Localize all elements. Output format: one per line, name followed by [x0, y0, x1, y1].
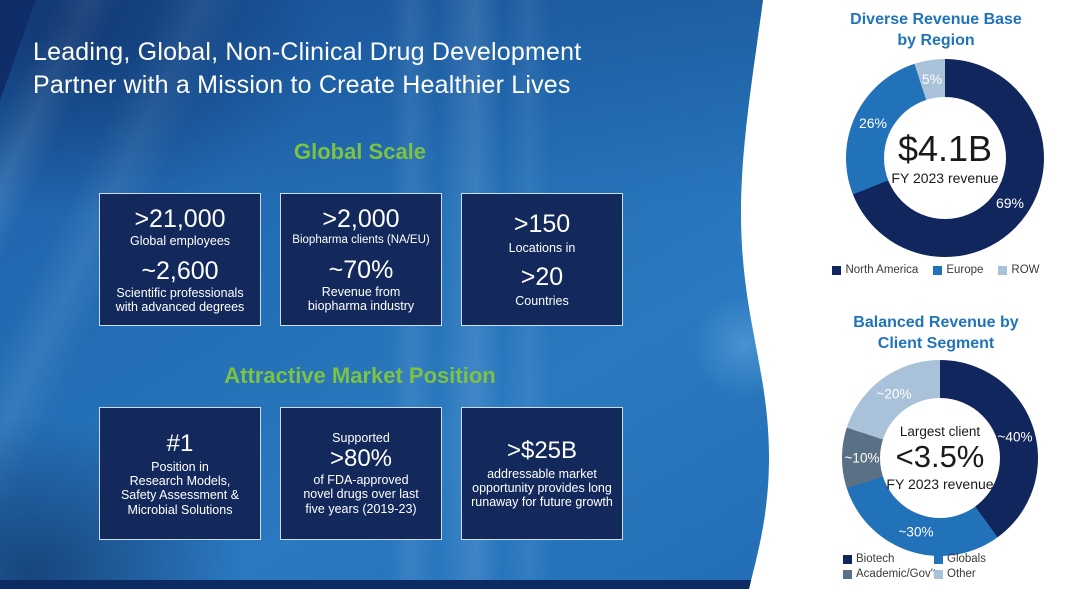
legend-swatch-north-america	[832, 265, 842, 275]
legend-client-segment: Biotech Globals Academic/Gov't Other	[843, 553, 986, 580]
legend-label: Globals	[947, 553, 986, 565]
legend-swatch-europe	[933, 265, 943, 275]
legend-item: Biotech	[843, 553, 934, 565]
stat-label: Microbial Solutions	[127, 502, 233, 517]
stat-box-addressable-market: >$25B addressable market opportunity pro…	[461, 407, 623, 540]
stat-label: Position in	[151, 459, 209, 474]
stat-box-biopharma-clients: >2,000 Biopharma clients (NA/EU) ~70% Re…	[280, 193, 442, 326]
section-heading-global-scale: Global Scale	[293, 139, 427, 164]
slice-label-north-america: 69%	[995, 195, 1025, 211]
section-heading-market-position: Attractive Market Position	[224, 363, 496, 388]
chart-title-line: Balanced Revenue by	[853, 314, 1019, 331]
stat-box-number-one-position: #1 Position in Research Models, Safety A…	[99, 407, 261, 540]
legend-label: ROW	[1011, 264, 1040, 276]
stat-label: of FDA-approved	[313, 473, 409, 488]
center-label: FY 2023 revenue	[891, 169, 999, 186]
legend-item: Globals	[934, 553, 986, 565]
stat-value: ~70%	[328, 256, 394, 285]
stat-value: >150	[513, 209, 571, 238]
slice-label-europe: 26%	[858, 115, 888, 131]
legend-swatch-globals	[934, 554, 943, 564]
chart-title-client-segment: Balanced Revenue by Client Segment	[800, 312, 1072, 354]
donut-center: Largest client <3.5% FY 2023 revenue	[880, 398, 1000, 518]
chart-title-line: Diverse Revenue Base	[850, 11, 1022, 28]
slide-title: Leading, Global, Non-Clinical Drug Devel…	[33, 36, 581, 102]
stat-label: Scientific professionals	[116, 285, 244, 300]
center-top-label: Largest client	[899, 423, 981, 439]
slice-label-globals: ~30%	[898, 524, 934, 540]
legend-item: ROW	[998, 264, 1040, 276]
legend-item: Europe	[933, 264, 983, 276]
chart-title-line: Client Segment	[877, 335, 995, 352]
stat-label: runaway for future growth	[471, 495, 613, 510]
stat-label: Global employees	[129, 233, 231, 248]
stat-label: opportunity provides long	[472, 481, 612, 496]
legend-swatch-row	[998, 265, 1008, 275]
slice-label-row: 5%	[921, 71, 943, 87]
chart-title-line: by Region	[897, 32, 975, 49]
stat-value: >80%	[329, 445, 393, 473]
slice-label-other: ~20%	[876, 386, 912, 402]
stat-label: Revenue from	[321, 285, 401, 300]
center-value: <3.5%	[895, 438, 985, 474]
bottom-accent-bar	[0, 580, 1080, 589]
center-value: $4.1B	[897, 128, 993, 170]
market-position-boxes: #1 Position in Research Models, Safety A…	[99, 407, 623, 540]
global-scale-boxes: >21,000 Global employees ~2,600 Scientif…	[99, 193, 623, 326]
stat-label: with advanced degrees	[115, 299, 245, 314]
stat-value: ~2,600	[141, 256, 219, 285]
stat-label: biopharma industry	[307, 299, 415, 314]
stat-label: Research Models,	[129, 474, 231, 489]
donut-chart-region: 5% 26% 69% $4.1B FY 2023 revenue	[846, 59, 1044, 257]
stat-value: #1	[166, 430, 194, 458]
donut-chart-client-segment: ~20% ~40% ~10% ~30% Largest client <3.5%…	[842, 360, 1038, 556]
chart-title-region: Diverse Revenue Base by Region	[800, 9, 1072, 51]
legend-item: Academic/Gov't	[843, 568, 937, 580]
donut-center: $4.1B FY 2023 revenue	[884, 97, 1006, 219]
legend-label: North America	[845, 264, 919, 276]
slice-label-biotech: ~40%	[997, 429, 1033, 445]
slide-title-line2: Partner with a Mission to Create Healthi…	[33, 71, 571, 99]
slice-label-academic: ~10%	[844, 450, 880, 466]
legend-item: North America	[832, 264, 918, 276]
legend-swatch-other	[934, 569, 943, 579]
stat-intro: Supported	[332, 431, 390, 446]
stat-label: five years (2019-23)	[305, 501, 417, 516]
stat-value: >$25B	[506, 437, 578, 465]
stat-label: Locations in	[508, 241, 576, 256]
stat-value: >20	[520, 262, 564, 291]
stat-label: Countries	[515, 294, 569, 309]
stat-label: Biopharma clients (NA/EU)	[292, 234, 430, 247]
stat-box-fda-approved: Supported >80% of FDA-approved novel dru…	[280, 407, 442, 540]
legend-swatch-academic	[843, 569, 852, 579]
legend-label: Europe	[946, 264, 984, 276]
center-label: FY 2023 revenue	[886, 476, 994, 493]
legend-label: Academic/Gov't	[856, 568, 937, 580]
legend-label: Other	[947, 568, 976, 580]
stat-value: >2,000	[322, 205, 400, 234]
stat-label: Safety Assessment &	[120, 488, 240, 503]
legend-region: North America Europe ROW	[800, 264, 1072, 276]
legend-label: Biotech	[856, 553, 895, 565]
stat-box-employees: >21,000 Global employees ~2,600 Scientif…	[99, 193, 261, 326]
stat-value: >21,000	[134, 204, 226, 233]
stat-label: addressable market	[487, 466, 597, 481]
stat-box-locations: >150 Locations in >20 Countries	[461, 193, 623, 326]
slide-title-line1: Leading, Global, Non-Clinical Drug Devel…	[33, 38, 582, 66]
legend-item: Other	[934, 568, 986, 580]
stat-label: novel drugs over last	[303, 487, 419, 502]
legend-swatch-biotech	[843, 554, 852, 564]
